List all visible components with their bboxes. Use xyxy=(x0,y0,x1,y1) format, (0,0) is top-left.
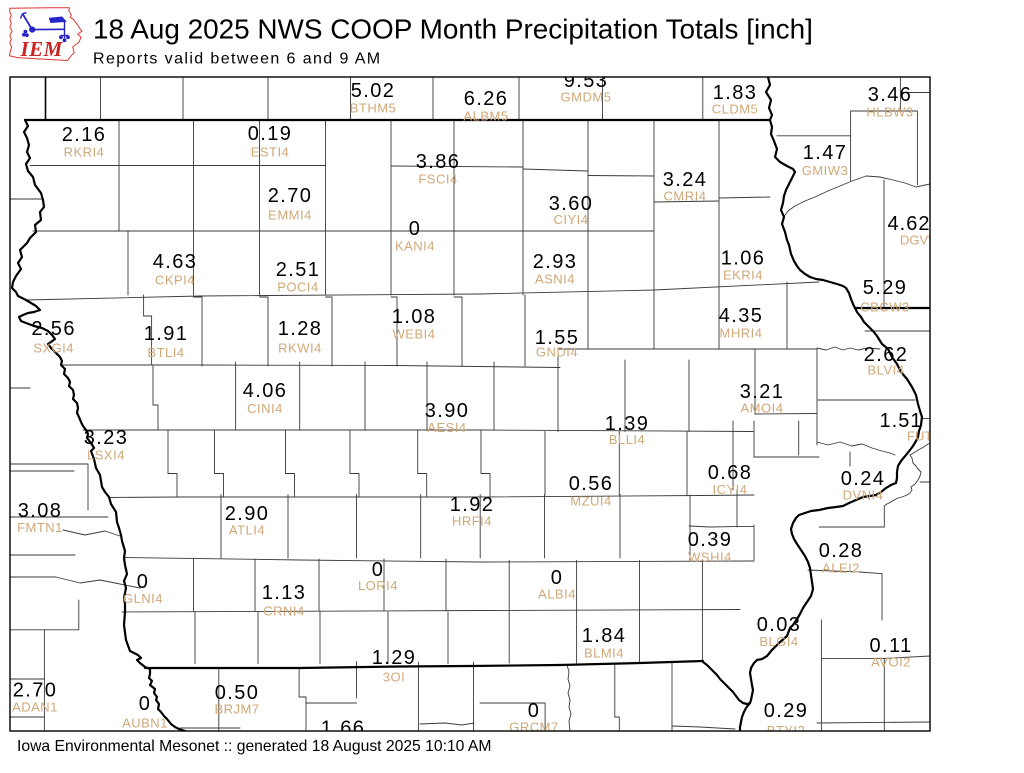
svg-text:1.13: 1.13 xyxy=(262,582,307,604)
svg-text:3.90: 3.90 xyxy=(425,400,470,422)
svg-text:3.08: 3.08 xyxy=(18,500,63,522)
svg-text:ASNI4: ASNI4 xyxy=(535,272,575,287)
svg-text:AUBN1: AUBN1 xyxy=(122,715,168,730)
svg-text:CRNI4: CRNI4 xyxy=(263,604,305,619)
svg-text:3.46: 3.46 xyxy=(868,84,913,106)
svg-text:AESI4: AESI4 xyxy=(427,420,466,435)
svg-text:AVOI2: AVOI2 xyxy=(871,655,911,670)
svg-text:BRJM7: BRJM7 xyxy=(214,702,259,717)
svg-text:BTLI4: BTLI4 xyxy=(147,345,184,360)
svg-text:WSHI4: WSHI4 xyxy=(688,550,732,565)
svg-text:0.28: 0.28 xyxy=(819,540,864,562)
svg-text:ATLI4: ATLI4 xyxy=(229,523,265,538)
svg-text:LSXI4: LSXI4 xyxy=(87,448,125,463)
svg-text:MHRI4: MHRI4 xyxy=(720,326,763,341)
svg-text:FSCI4: FSCI4 xyxy=(418,172,457,187)
svg-text:KANI4: KANI4 xyxy=(395,239,435,254)
svg-text:BLVI4: BLVI4 xyxy=(868,363,905,378)
svg-text:2.56: 2.56 xyxy=(31,318,76,340)
svg-text:0: 0 xyxy=(137,571,150,593)
svg-text:0: 0 xyxy=(139,693,152,715)
svg-text:CIYI4: CIYI4 xyxy=(553,212,588,227)
svg-text:ALBM5: ALBM5 xyxy=(463,109,508,124)
svg-text:2.90: 2.90 xyxy=(225,503,270,525)
svg-text:3.23: 3.23 xyxy=(84,427,129,449)
svg-text:2.70: 2.70 xyxy=(268,185,313,207)
svg-text:ICYI4: ICYI4 xyxy=(712,482,747,497)
svg-text:3OI: 3OI xyxy=(383,670,405,685)
svg-text:1.08: 1.08 xyxy=(392,306,437,328)
svg-text:Iowa Environmental Mesonet ::: Iowa Environmental Mesonet :: generated … xyxy=(17,738,491,755)
svg-text:IEM: IEM xyxy=(20,37,64,61)
svg-text:0.03: 0.03 xyxy=(757,614,802,636)
svg-text:SXGI4: SXGI4 xyxy=(33,341,74,356)
svg-text:BLGI4: BLGI4 xyxy=(759,634,798,649)
svg-text:GNDI4: GNDI4 xyxy=(536,345,578,360)
svg-text:1.29: 1.29 xyxy=(372,647,417,669)
svg-text:0.29: 0.29 xyxy=(764,700,809,722)
svg-text:2.93: 2.93 xyxy=(533,251,578,273)
svg-text:FMTN1: FMTN1 xyxy=(17,520,63,535)
svg-text:0.39: 0.39 xyxy=(688,529,733,551)
svg-text:ALEI2: ALEI2 xyxy=(822,561,860,576)
svg-text:LORI4: LORI4 xyxy=(358,578,398,593)
svg-text:0: 0 xyxy=(409,218,422,240)
svg-text:0.19: 0.19 xyxy=(248,123,293,145)
svg-text:2.51: 2.51 xyxy=(276,259,321,281)
svg-text:0.56: 0.56 xyxy=(569,473,614,495)
svg-text:4.63: 4.63 xyxy=(153,251,198,273)
svg-text:2.16: 2.16 xyxy=(62,124,107,146)
svg-text:5.02: 5.02 xyxy=(351,80,396,102)
svg-text:ALBI4: ALBI4 xyxy=(538,586,576,601)
svg-text:POCI4: POCI4 xyxy=(277,280,319,295)
svg-text:AMOI4: AMOI4 xyxy=(741,401,784,416)
svg-text:RKWI4: RKWI4 xyxy=(278,341,322,356)
svg-text:1.84: 1.84 xyxy=(582,625,627,647)
svg-text:CBCW3: CBCW3 xyxy=(860,300,909,315)
svg-text:EMMI4: EMMI4 xyxy=(268,208,312,223)
svg-text:WEBI4: WEBI4 xyxy=(393,327,436,342)
svg-text:BLLI4: BLLI4 xyxy=(609,432,645,447)
svg-text:5.29: 5.29 xyxy=(863,277,908,299)
svg-text:DVNI4: DVNI4 xyxy=(843,487,884,502)
svg-text:1.28: 1.28 xyxy=(278,318,323,340)
svg-text:18 Aug 2025 NWS COOP Month Pre: 18 Aug 2025 NWS COOP Month Precipitation… xyxy=(93,14,813,45)
svg-text:1.91: 1.91 xyxy=(144,323,189,345)
svg-text:0.50: 0.50 xyxy=(215,682,260,704)
svg-text:1.06: 1.06 xyxy=(721,248,766,270)
svg-text:1.47: 1.47 xyxy=(803,142,848,164)
svg-text:2.70: 2.70 xyxy=(13,680,58,702)
svg-text:4.06: 4.06 xyxy=(243,380,288,402)
svg-text:3.86: 3.86 xyxy=(416,151,461,173)
svg-text:BTHM5: BTHM5 xyxy=(350,101,397,116)
svg-text:CINI4: CINI4 xyxy=(247,401,283,416)
svg-text:RKRI4: RKRI4 xyxy=(64,145,105,160)
svg-text:CMRI4: CMRI4 xyxy=(664,189,707,204)
svg-text:ADAN1: ADAN1 xyxy=(12,699,58,714)
svg-text:GMDM5: GMDM5 xyxy=(561,90,612,105)
svg-text:BLMI4: BLMI4 xyxy=(584,646,624,661)
svg-text:HLBW3: HLBW3 xyxy=(866,105,913,120)
svg-text:CLDM5: CLDM5 xyxy=(712,102,759,117)
svg-text:0.68: 0.68 xyxy=(708,462,753,484)
svg-text:4.35: 4.35 xyxy=(719,305,764,327)
svg-text:Reports valid between 6 and 9: Reports valid between 6 and 9 AM xyxy=(93,51,382,68)
svg-text:GLNI4: GLNI4 xyxy=(123,591,163,606)
svg-text:6.26: 6.26 xyxy=(464,88,509,110)
svg-text:ESTI4: ESTI4 xyxy=(251,145,290,160)
svg-text:GMIW3: GMIW3 xyxy=(802,163,849,178)
svg-text:MZUI4: MZUI4 xyxy=(570,494,612,509)
svg-text:EKRI4: EKRI4 xyxy=(723,268,763,283)
svg-text:HRFI4: HRFI4 xyxy=(452,514,492,529)
svg-text:CKPI4: CKPI4 xyxy=(155,273,195,288)
